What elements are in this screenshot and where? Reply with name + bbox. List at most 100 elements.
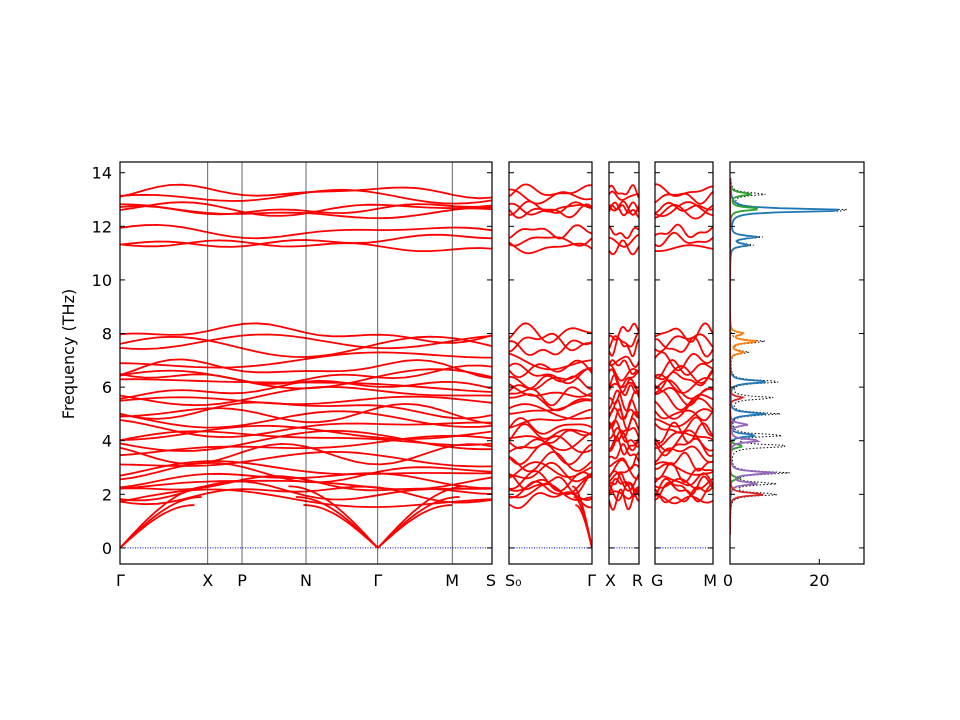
- band-line: [655, 416, 713, 437]
- band-line: [609, 331, 639, 350]
- band-line: [509, 200, 592, 216]
- band-line: [509, 403, 592, 420]
- band-lines: [509, 183, 592, 549]
- k-point-label: R: [632, 571, 643, 590]
- band-line: [655, 389, 713, 411]
- band-line: [509, 332, 592, 353]
- band-lines: [120, 183, 492, 549]
- band-line: [509, 417, 592, 435]
- band-line: [655, 368, 713, 391]
- band-lines: [609, 184, 639, 549]
- band-line: [609, 190, 639, 201]
- band-line: [609, 239, 639, 256]
- band-line: [655, 379, 713, 400]
- band-line: [509, 431, 592, 451]
- dos-partial-series-3: [730, 178, 776, 535]
- dos-x-tick-label: 0: [723, 571, 733, 590]
- band-line: [655, 359, 713, 379]
- band-line: [655, 475, 713, 497]
- band-line: [655, 351, 713, 372]
- band-line: [655, 322, 713, 343]
- band-line: [655, 462, 713, 484]
- y-tick-label: 12: [92, 217, 112, 236]
- band-line: [655, 421, 713, 444]
- acoustic-branch: [591, 544, 592, 548]
- band-line: [609, 184, 639, 199]
- k-point-label: S: [486, 571, 496, 590]
- band-line: [509, 393, 592, 412]
- band-line: [655, 494, 713, 505]
- band-line: [509, 368, 592, 391]
- band-line: [609, 368, 639, 389]
- band-line: [509, 383, 592, 398]
- band-line: [655, 486, 713, 504]
- k-point-label: Γ: [373, 571, 382, 590]
- band-line: [655, 397, 713, 420]
- y-axis-label: Frequency (THz): [59, 289, 78, 419]
- band-line: [655, 472, 713, 487]
- band-line: [655, 223, 713, 239]
- band-line: [655, 336, 713, 358]
- k-point-label: Γ: [587, 571, 596, 590]
- band-line: [609, 421, 639, 442]
- band-line: [609, 337, 639, 358]
- y-tick-label: 6: [102, 378, 112, 397]
- band-line: [655, 481, 713, 503]
- band-line: [655, 408, 713, 428]
- band-line: [655, 183, 713, 197]
- band-line: [655, 244, 713, 252]
- dos-panel: [730, 178, 847, 535]
- band-line: [609, 429, 639, 452]
- band-line: [655, 477, 713, 490]
- band-line: [655, 201, 713, 218]
- band-line: [509, 386, 592, 407]
- band-line: [609, 200, 639, 216]
- band-line: [609, 442, 639, 463]
- band-line: [655, 333, 713, 353]
- band-line: [509, 362, 592, 385]
- acoustic-branch: [288, 485, 379, 549]
- band-line: [655, 373, 713, 394]
- band-line: [509, 188, 592, 205]
- band-panel-2: [609, 184, 639, 549]
- band-line: [655, 461, 713, 476]
- band-line: [509, 476, 592, 496]
- band-line: [509, 480, 592, 502]
- band-line: [609, 470, 639, 492]
- panel-frame: [654, 161, 714, 565]
- acoustic-branch: [120, 485, 210, 549]
- acoustic-branch: [295, 496, 379, 549]
- k-point-label: M: [703, 571, 717, 590]
- band-line: [609, 322, 639, 341]
- panel-frame: [608, 161, 640, 565]
- band-line: [509, 352, 592, 371]
- band-line: [509, 322, 592, 344]
- y-tick-label: 14: [92, 164, 112, 183]
- band-line: [509, 408, 592, 429]
- band-line: [609, 359, 639, 376]
- band-line: [509, 423, 592, 442]
- band-line: [509, 450, 592, 473]
- k-point-label: G: [651, 571, 663, 590]
- acoustic-branch: [377, 496, 460, 549]
- dos-x-tick-label: 20: [809, 571, 829, 590]
- band-line: [609, 233, 639, 248]
- band-line: [655, 451, 713, 472]
- band-line: [655, 437, 713, 458]
- band-line: [609, 201, 639, 217]
- band-line: [609, 477, 639, 498]
- band-line: [509, 203, 592, 219]
- band-panel-3: [655, 183, 713, 549]
- panel-frame: [508, 161, 593, 565]
- band-line: [609, 398, 639, 420]
- y-tick-label: 4: [102, 432, 112, 451]
- k-point-label: N: [300, 571, 312, 590]
- band-line: [509, 224, 592, 240]
- band-line: [609, 459, 639, 480]
- band-line: [655, 365, 713, 384]
- panel-frames: [119, 161, 865, 565]
- band-lines: [655, 183, 713, 549]
- dos-partial-series-0: [730, 178, 839, 535]
- dos-frame: [729, 161, 865, 565]
